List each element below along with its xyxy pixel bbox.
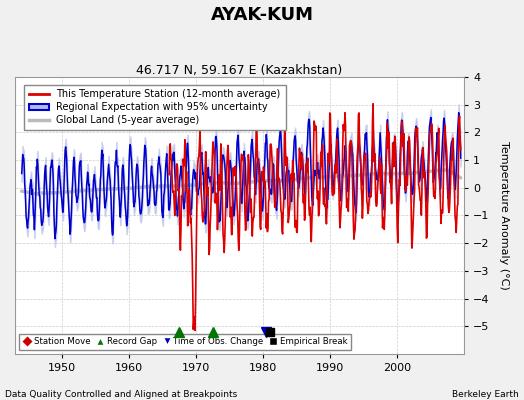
Title: 46.717 N, 59.167 E (Kazakhstan): 46.717 N, 59.167 E (Kazakhstan) [136,64,343,77]
Text: Berkeley Earth: Berkeley Earth [452,390,519,399]
Text: AYAK-KUM: AYAK-KUM [211,6,313,24]
Legend: Station Move, Record Gap, Time of Obs. Change, Empirical Break: Station Move, Record Gap, Time of Obs. C… [19,334,351,350]
Y-axis label: Temperature Anomaly (°C): Temperature Anomaly (°C) [499,141,509,290]
Text: Data Quality Controlled and Aligned at Breakpoints: Data Quality Controlled and Aligned at B… [5,390,237,399]
